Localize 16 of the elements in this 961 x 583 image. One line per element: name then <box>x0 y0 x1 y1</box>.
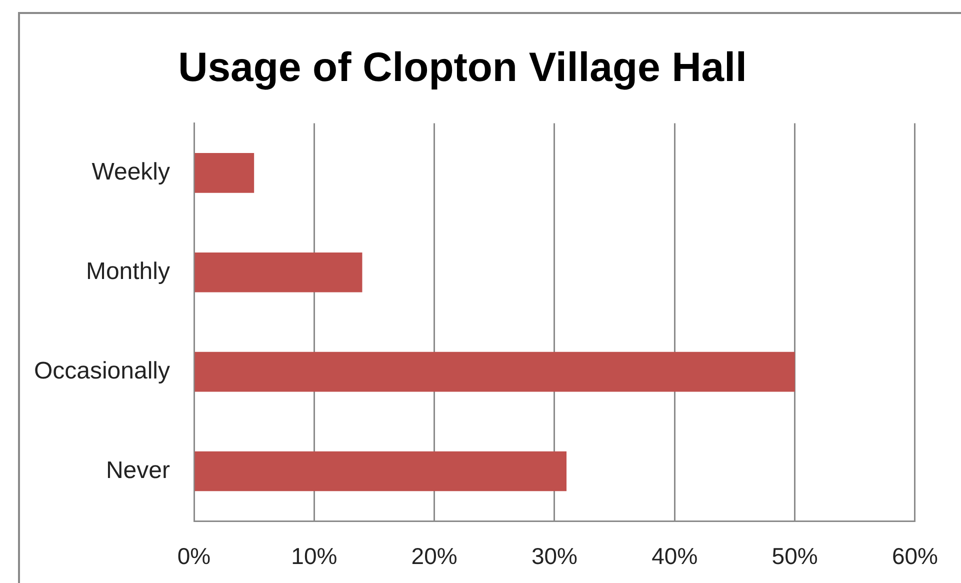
y-tick-label: Monthly <box>86 258 170 285</box>
y-tick-label: Never <box>106 456 170 484</box>
x-tick-label: 40% <box>652 543 698 570</box>
y-tick-label: Occasionally <box>34 357 170 384</box>
bar <box>194 352 795 392</box>
x-tick-label: 20% <box>411 543 458 570</box>
x-tick-label: 10% <box>291 543 338 570</box>
bar <box>194 153 254 193</box>
y-tick-label: Weekly <box>92 158 170 186</box>
x-tick-label: 60% <box>892 543 938 570</box>
x-tick-label: 50% <box>772 543 818 570</box>
x-tick-label: 30% <box>531 543 578 570</box>
x-tick-label: 0% <box>177 543 211 570</box>
chart-title: Usage of Clopton Village Hall <box>178 44 747 90</box>
bar <box>194 451 567 492</box>
bar <box>194 252 362 292</box>
